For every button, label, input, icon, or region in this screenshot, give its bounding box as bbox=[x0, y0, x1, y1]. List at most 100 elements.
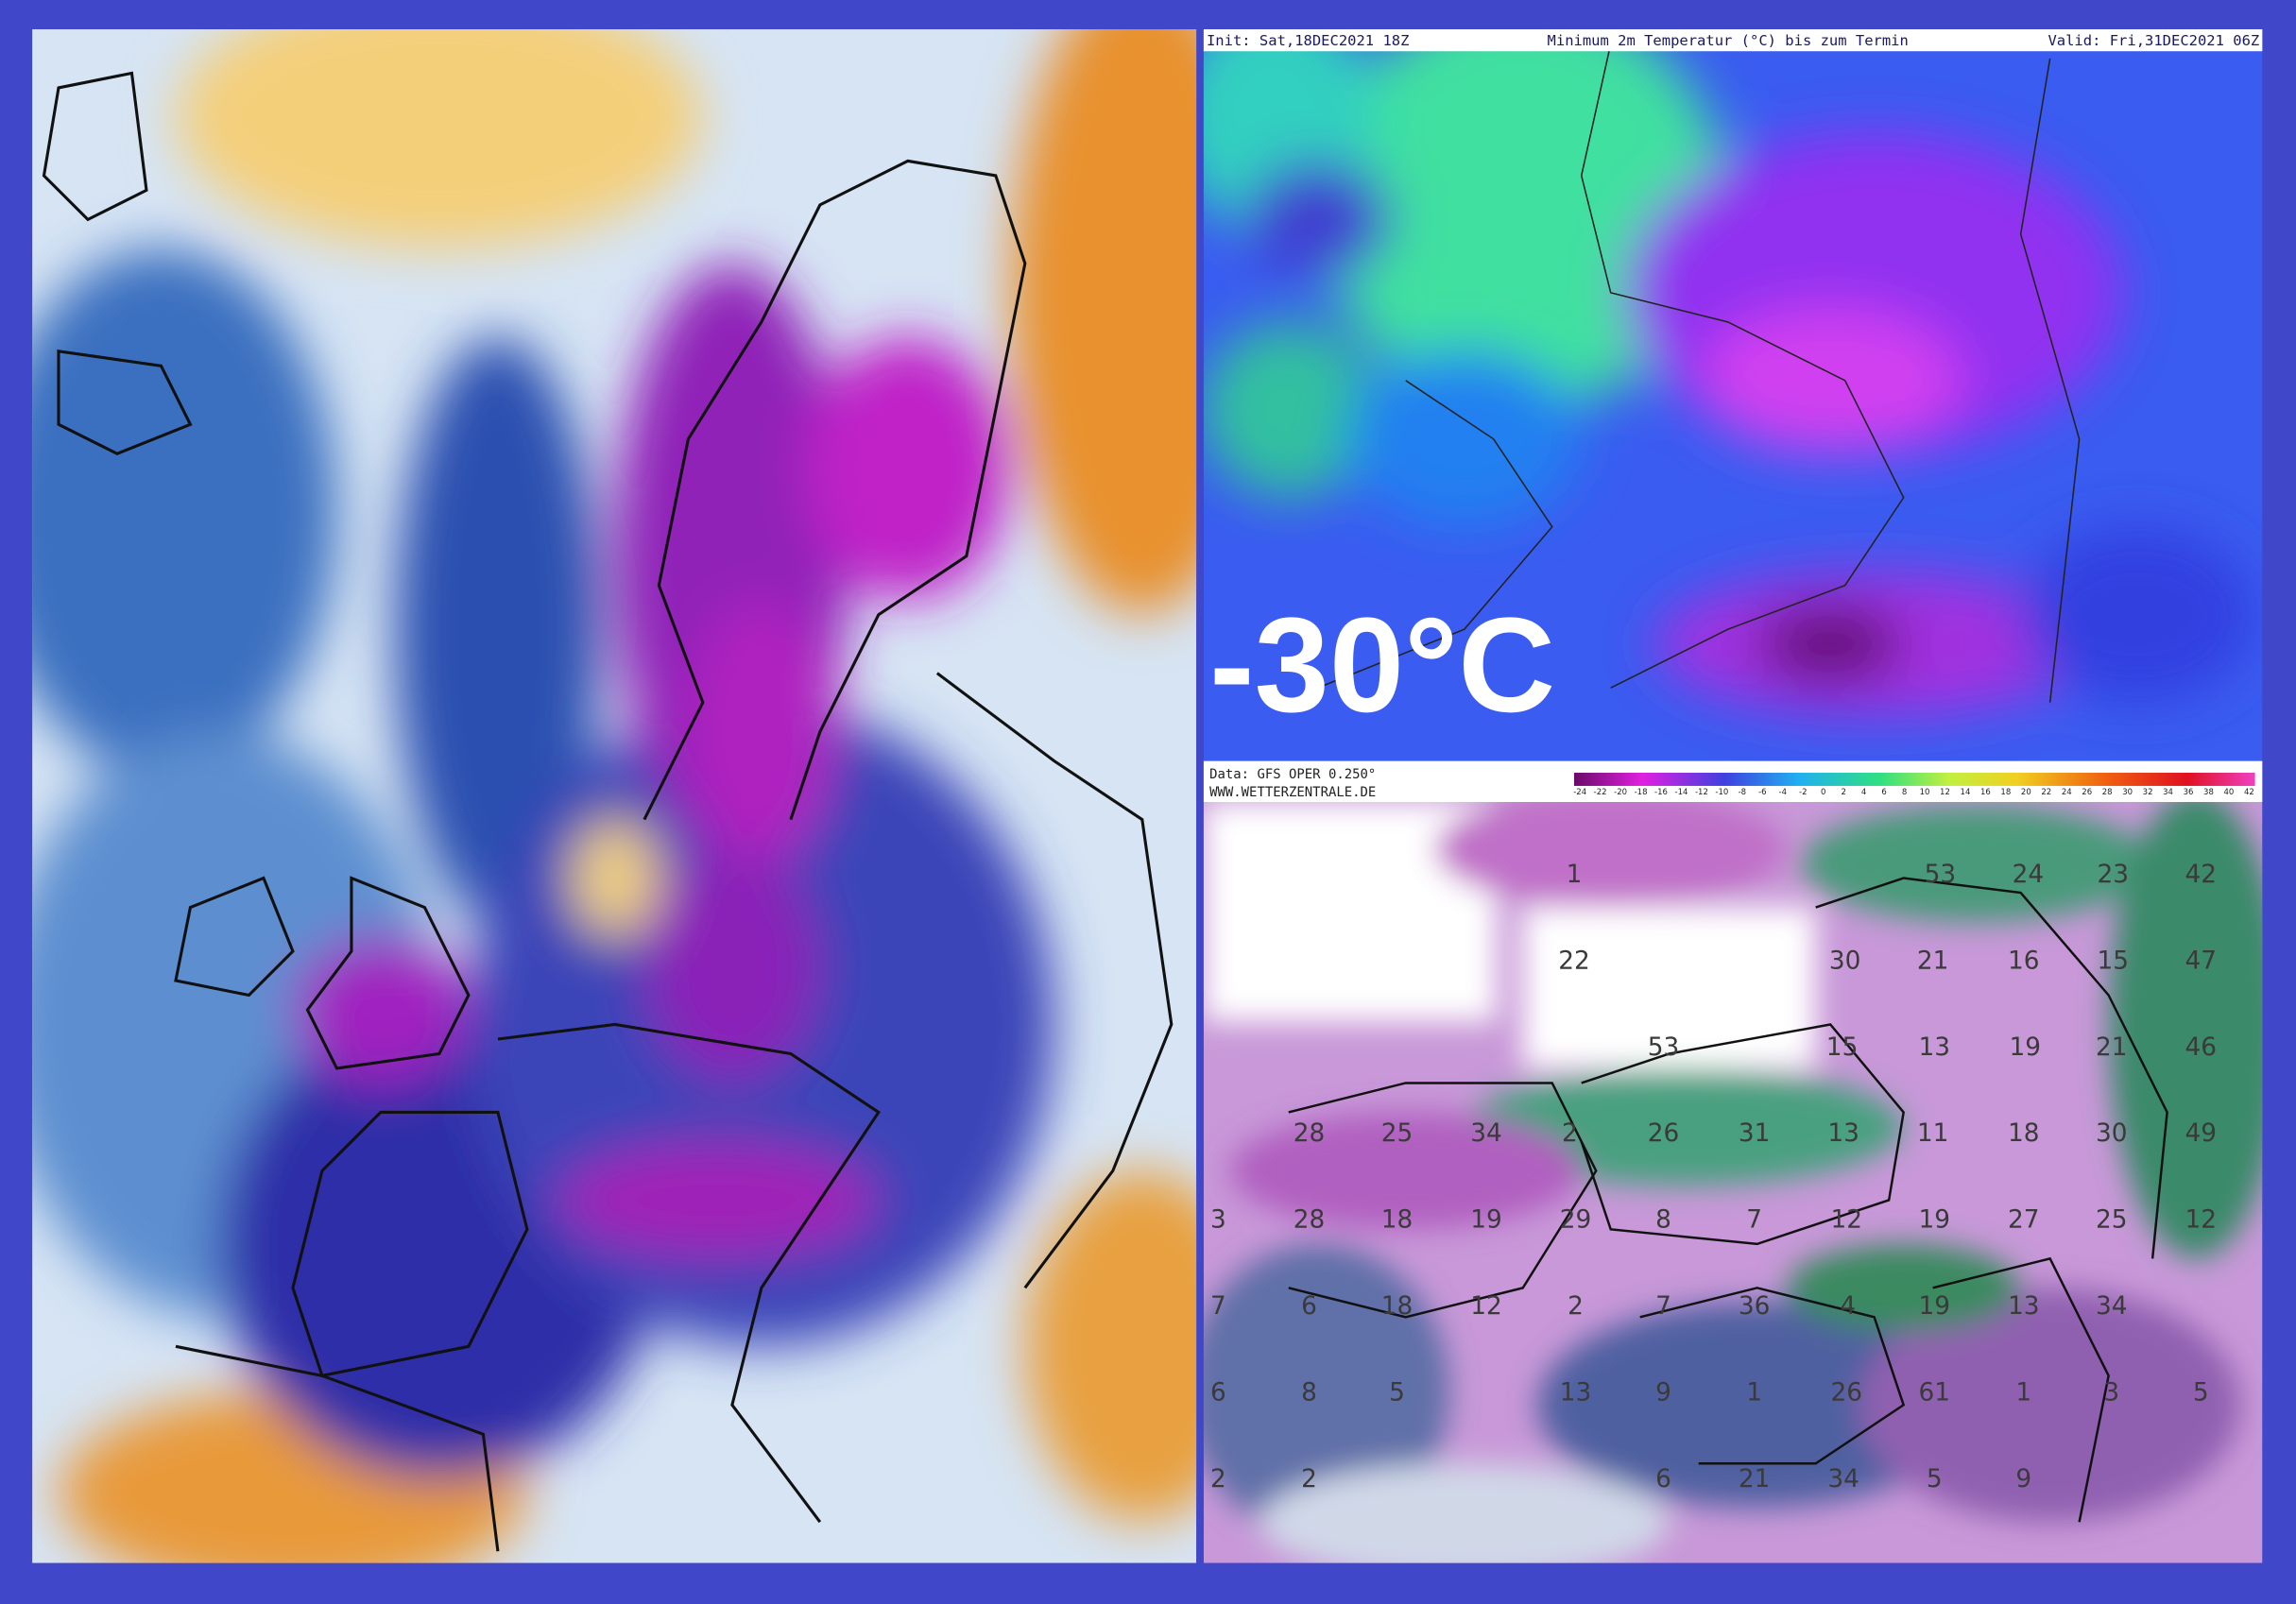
snow-map-label: 5 bbox=[1927, 1465, 1943, 1493]
colorbar-label: 32 bbox=[2143, 788, 2153, 797]
colorbar-label: 2 bbox=[1841, 788, 1845, 797]
snow-map-label: 3 bbox=[2103, 1378, 2119, 1407]
colorbar-label: -12 bbox=[1695, 788, 1708, 797]
snow-map-label: 25 bbox=[2096, 1206, 2128, 1235]
colorbar-label: -8 bbox=[1739, 788, 1747, 797]
colorbar-label: -2 bbox=[1799, 788, 1808, 797]
snow-map-label: 3 bbox=[1210, 1206, 1226, 1235]
colorbar-label: -4 bbox=[1779, 788, 1788, 797]
snow-map-label: 1 bbox=[2015, 1378, 2031, 1407]
colorbar-label: -16 bbox=[1654, 788, 1668, 797]
snow-map-label: 1 bbox=[1567, 861, 1583, 889]
snow-map-label: 19 bbox=[2010, 1033, 2042, 1062]
colorbar-label: 16 bbox=[1980, 788, 1991, 797]
snow-map-label: 15 bbox=[1826, 1033, 1859, 1062]
gfs-map: -30°C bbox=[1203, 28, 2263, 761]
snow-map-label: 6 bbox=[1210, 1378, 1226, 1407]
snow-map-label: 7 bbox=[1655, 1292, 1671, 1321]
snow-map-label: 2 bbox=[1562, 1119, 1578, 1148]
colorbar-label: 6 bbox=[1881, 788, 1886, 797]
snow-map-label: 53 bbox=[1648, 1033, 1680, 1062]
colorbar-label: 28 bbox=[2102, 788, 2113, 797]
snow-map-label: 15 bbox=[2098, 947, 2130, 975]
colorbar-label: 18 bbox=[2000, 788, 2011, 797]
colorbar-label: 22 bbox=[2041, 788, 2051, 797]
snow-map-label: 34 bbox=[1470, 1119, 1502, 1148]
europe-map bbox=[32, 28, 1197, 1563]
snow-map-label: 4 bbox=[1840, 1292, 1856, 1321]
colorbar-label: -22 bbox=[1594, 788, 1607, 797]
colorbar-label: 14 bbox=[1961, 788, 1971, 797]
snow-map-label: 12 bbox=[1470, 1292, 1502, 1321]
snow-map-label: 16 bbox=[2008, 947, 2040, 975]
snow-map-label: 9 bbox=[2015, 1465, 2031, 1493]
snow-map-label: 36 bbox=[1739, 1292, 1771, 1321]
colorbar-label: 34 bbox=[2163, 788, 2173, 797]
snow-map-label: 26 bbox=[1648, 1119, 1680, 1148]
snow-map-label: 31 bbox=[1739, 1119, 1771, 1148]
snow-map-label: 1 bbox=[1746, 1378, 1762, 1407]
snow-map-label: 26 bbox=[1830, 1378, 1862, 1407]
colorbar-label: 36 bbox=[2184, 788, 2194, 797]
snow-map-label: 53 bbox=[1925, 861, 1957, 889]
map-title: Minimum 2m Temperatur (°C) bis zum Termi… bbox=[1548, 32, 1909, 49]
colorbar-label: 30 bbox=[2122, 788, 2133, 797]
snow-map-label: 13 bbox=[1827, 1119, 1859, 1148]
data-source: Data: GFS OPER 0.250° bbox=[1209, 767, 1376, 782]
overlay-temperature: -30°C bbox=[1209, 590, 1555, 741]
snow-map-label: 34 bbox=[2096, 1292, 2128, 1321]
snow-map-label: 6 bbox=[1301, 1292, 1317, 1321]
snow-map-label: 9 bbox=[1655, 1378, 1671, 1407]
snow-map-label: 11 bbox=[1917, 1119, 1949, 1148]
snow-map-label: 47 bbox=[2185, 947, 2218, 975]
colorbar-label: 8 bbox=[1902, 788, 1907, 797]
snow-map-label: 13 bbox=[1918, 1033, 1950, 1062]
snow-map-label: 22 bbox=[1558, 947, 1590, 975]
colorbar-label: 12 bbox=[1940, 788, 1950, 797]
snow-map-label: 7 bbox=[1746, 1206, 1762, 1235]
snow-map-label: 49 bbox=[2185, 1119, 2218, 1148]
snow-map-label: 61 bbox=[1918, 1378, 1950, 1407]
snow-map-label: 18 bbox=[1381, 1292, 1414, 1321]
snow-map-label: 21 bbox=[1739, 1465, 1771, 1493]
colorbar-label: 40 bbox=[2224, 788, 2235, 797]
snow-map-label: 12 bbox=[2185, 1206, 2218, 1235]
snow-map-label: 6 bbox=[1655, 1465, 1671, 1493]
colorbar-label: -10 bbox=[1715, 788, 1728, 797]
valid-time: Valid: Fri,31DEC2021 06Z bbox=[2048, 32, 2259, 49]
website: WWW.WETTERZENTRALE.DE bbox=[1209, 785, 1376, 800]
snow-map-label: 13 bbox=[2008, 1292, 2040, 1321]
snow-map-label: 18 bbox=[2008, 1119, 2040, 1148]
colorbar-label: 38 bbox=[2203, 788, 2214, 797]
snow-map-label: 42 bbox=[2185, 861, 2218, 889]
snow-map-label: 2 bbox=[1568, 1292, 1584, 1321]
colorbar-label: -18 bbox=[1635, 788, 1648, 797]
colorbar-label: 42 bbox=[2244, 788, 2254, 797]
snow-map-label: 19 bbox=[1918, 1292, 1950, 1321]
snow-map-label: 34 bbox=[1827, 1465, 1859, 1493]
snow-map-label: 23 bbox=[2098, 861, 2130, 889]
snow-map-label: 5 bbox=[2193, 1378, 2209, 1407]
colorbar-label: 20 bbox=[2021, 788, 2031, 797]
init-time: Init: Sat,18DEC2021 18Z bbox=[1207, 32, 1409, 49]
header-bar bbox=[1203, 28, 2263, 52]
snow-map-label: 19 bbox=[1918, 1206, 1950, 1235]
snow-map-label: 21 bbox=[1917, 947, 1949, 975]
snow-map-label: 25 bbox=[1381, 1119, 1414, 1148]
snow-map-label: 2 bbox=[1210, 1465, 1226, 1493]
colorbar-label: -6 bbox=[1758, 788, 1767, 797]
colorbar-label: -24 bbox=[1573, 788, 1586, 797]
colorbar-label: 26 bbox=[2082, 788, 2092, 797]
snow-map-label: 12 bbox=[1830, 1206, 1862, 1235]
colorbar-label: 4 bbox=[1861, 788, 1866, 797]
snow-map-label: 2 bbox=[1301, 1465, 1317, 1493]
colorbar-label: -20 bbox=[1614, 788, 1627, 797]
snow-map-label: 28 bbox=[1294, 1119, 1326, 1148]
snow-map-label: 24 bbox=[2013, 861, 2045, 889]
snow-map-label: 29 bbox=[1560, 1206, 1592, 1235]
colorbar-label: -14 bbox=[1675, 788, 1688, 797]
snow-map-label: 13 bbox=[1560, 1378, 1592, 1407]
